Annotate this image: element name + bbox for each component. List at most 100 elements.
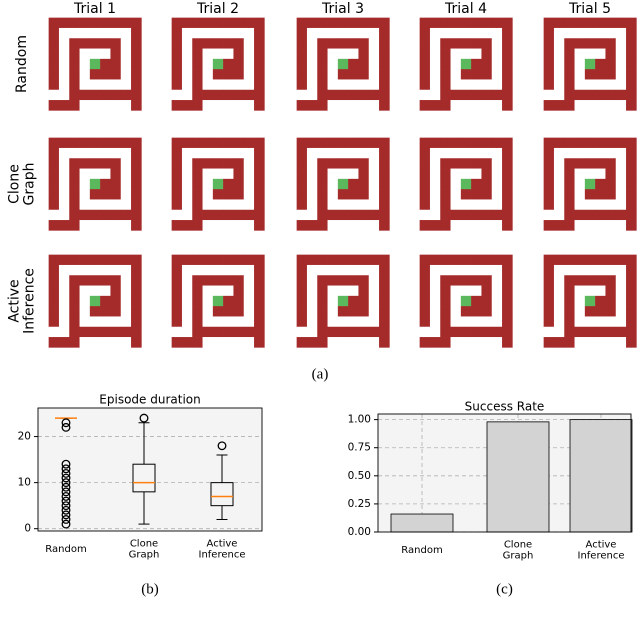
maze-cell <box>171 337 183 348</box>
maze-cell <box>584 254 596 266</box>
maze-cell <box>306 199 318 211</box>
maze-cell <box>502 79 513 91</box>
maze-cell <box>337 38 349 49</box>
maze-cell <box>192 17 203 29</box>
maze-cell <box>595 58 606 70</box>
maze-cell <box>243 326 255 338</box>
maze-cell <box>212 306 224 317</box>
maze-cell <box>327 48 339 60</box>
maze-cell <box>110 209 122 221</box>
maze-cell <box>243 220 255 231</box>
maze-cell <box>450 69 462 80</box>
maze-cell <box>58 69 70 80</box>
maze-cell <box>450 79 462 91</box>
maze-cell <box>368 147 380 159</box>
maze-cell <box>120 220 132 231</box>
maze-cell <box>79 147 91 159</box>
maze-cell <box>379 189 390 200</box>
goal-cell <box>337 295 349 307</box>
maze-cell <box>120 137 132 149</box>
maze-cell <box>491 326 503 338</box>
maze-cell <box>543 79 555 91</box>
maze-cell <box>192 137 203 149</box>
maze-cell <box>306 326 318 338</box>
maze-cell <box>69 295 80 307</box>
maze-cell <box>100 168 111 180</box>
maze-cell <box>419 254 431 266</box>
maze-cell <box>368 158 380 169</box>
maze-cell <box>605 168 617 180</box>
maze-cell <box>327 326 339 338</box>
maze-cell <box>296 209 308 221</box>
maze-cell <box>58 137 70 149</box>
maze-cell <box>595 326 606 338</box>
maze-cell <box>48 316 60 328</box>
maze-cell <box>327 38 339 49</box>
maze-cell <box>584 158 596 169</box>
goal-cell <box>89 58 101 70</box>
maze-cell <box>120 79 132 91</box>
outlier <box>61 464 71 474</box>
maze-cell <box>337 264 349 276</box>
maze-cell <box>626 79 637 91</box>
maze-cell <box>100 79 111 91</box>
maze-cell <box>192 178 203 190</box>
maze-cell <box>243 189 255 200</box>
maze-cell <box>110 48 122 60</box>
maze-cell <box>450 264 462 276</box>
maze-cell <box>379 69 390 80</box>
maze-cell <box>502 147 513 159</box>
maze-cell <box>223 316 234 328</box>
maze-cell <box>615 89 627 101</box>
maze <box>171 17 265 111</box>
maze-cell <box>368 316 380 328</box>
maze-cell <box>481 285 493 297</box>
goal-cell <box>89 295 101 307</box>
row-title: ActiveInference <box>6 268 37 334</box>
maze-cell <box>327 295 339 307</box>
maze-cell <box>69 69 80 80</box>
maze-cell <box>595 168 606 180</box>
maze-cell <box>450 89 462 101</box>
maze-cell <box>254 27 265 39</box>
maze-cell <box>450 306 462 317</box>
maze-cell <box>327 89 339 101</box>
maze-cell <box>254 178 265 190</box>
maze-cell <box>450 285 462 297</box>
maze-cell <box>491 69 503 80</box>
maze-cell <box>553 285 565 297</box>
maze-cell <box>48 147 60 159</box>
maze-cell <box>296 220 308 231</box>
maze-cell <box>429 100 441 111</box>
maze-cell <box>450 189 462 200</box>
maze-cell <box>615 17 627 29</box>
maze-cell <box>337 220 349 231</box>
maze-cell <box>358 220 370 231</box>
maze-cell <box>79 100 91 111</box>
maze-cell <box>564 189 575 200</box>
maze-cell <box>131 89 142 101</box>
outlier <box>61 418 71 428</box>
maze-cell <box>368 264 380 276</box>
maze-cell <box>48 17 60 29</box>
maze-cell <box>564 38 575 49</box>
maze-cell <box>595 264 606 276</box>
maze-cell <box>553 58 565 70</box>
maze-cell <box>429 79 441 91</box>
maze-cell <box>429 89 441 101</box>
maze-cell <box>181 79 193 91</box>
maze-cell <box>429 306 441 317</box>
maze-cell <box>89 147 101 159</box>
maze-cell <box>69 58 80 70</box>
maze-cell <box>615 316 627 328</box>
maze-cell <box>296 275 308 286</box>
maze-cell <box>481 295 493 307</box>
column-title: Trial 3 <box>321 1 364 17</box>
maze-cell <box>584 147 596 159</box>
maze-cell <box>440 264 451 276</box>
maze-cell <box>181 48 193 60</box>
maze-cell <box>337 69 349 80</box>
maze-cell <box>348 48 359 60</box>
maze-cell <box>306 158 318 169</box>
